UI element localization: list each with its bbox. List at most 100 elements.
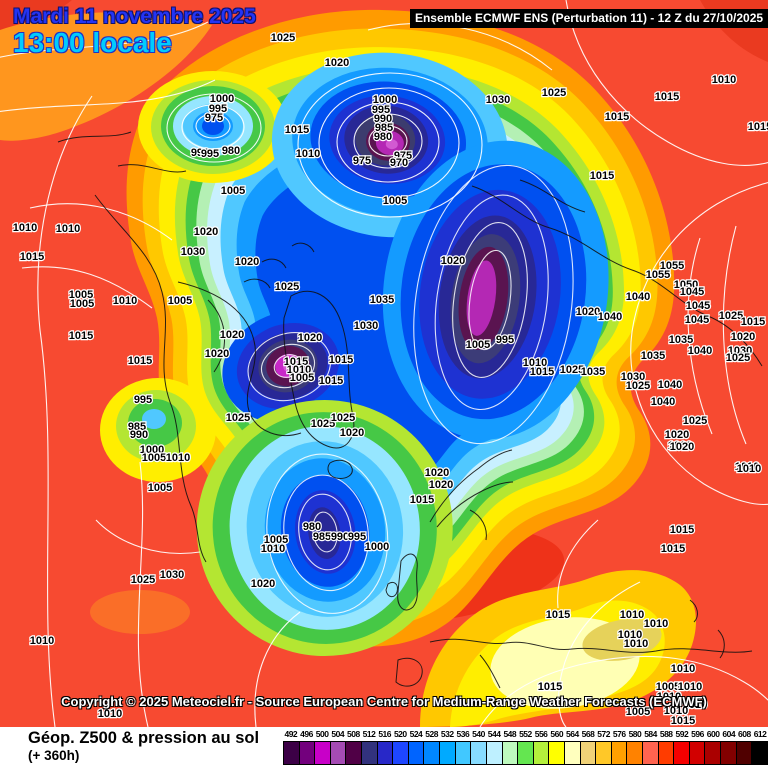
pressure-label: 1000: [365, 541, 389, 553]
pressure-label: 1015: [128, 355, 152, 367]
legend-cell: [736, 742, 753, 764]
pressure-label: 1010: [644, 618, 668, 630]
legend-cell: [721, 742, 737, 764]
pressure-label: 1005: [264, 534, 288, 546]
legend-cell: [611, 742, 628, 764]
legend-value: 600: [706, 729, 720, 739]
pressure-label: 1025: [271, 32, 295, 44]
pressure-label: 1010: [261, 543, 285, 555]
legend-value: 500: [315, 729, 329, 739]
low-alaska-side: [138, 71, 288, 183]
legend-value: 588: [659, 729, 673, 739]
pressure-label: 1040: [658, 379, 682, 391]
legend-cell: [315, 742, 331, 764]
pressure-label: 1055: [660, 260, 684, 272]
pressure-label: 1005: [290, 372, 314, 384]
legend-value: 496: [300, 729, 313, 739]
legend-value: 540: [472, 729, 485, 739]
pressure-label: 1020: [251, 578, 275, 590]
pressure-label: 1010: [56, 223, 80, 235]
legend-value: 612: [753, 729, 767, 739]
legend-cell: [658, 742, 675, 764]
pressure-label: 980: [303, 521, 321, 533]
legend-value: 516: [378, 729, 391, 739]
pressure-label: 1015: [329, 354, 353, 366]
pressure-label: 1050: [674, 279, 698, 291]
pressure-label: 1045: [680, 286, 704, 298]
pressure-label: 1015: [319, 375, 343, 387]
pressure-label: 1010: [296, 148, 320, 160]
pressure-label: 1015: [671, 715, 695, 727]
pressure-label: 1005: [70, 298, 94, 310]
pressure-label: 1020: [670, 441, 694, 453]
legend-cell: [580, 742, 597, 764]
pressure-label: 1030: [354, 320, 378, 332]
pressure-label: 1045: [685, 314, 709, 326]
legend-cell: [689, 742, 706, 764]
pressure-label: 1000: [210, 93, 234, 105]
pressure-label: 1010: [620, 609, 644, 621]
legend-cell: [596, 742, 612, 764]
cold-pocket-west: [100, 378, 216, 482]
pressure-label: 1020: [220, 329, 244, 341]
copyright-text: Copyright © 2025 Meteociel.fr - Source E…: [61, 694, 707, 709]
legend-value: 524: [409, 729, 423, 739]
legend-value: 504: [331, 729, 345, 739]
chart-title: Géop. Z500 & pression au sol: [28, 729, 260, 747]
legend-value: 592: [675, 729, 689, 739]
pressure-label: 995: [348, 531, 366, 543]
pressure-label: 1015: [69, 330, 93, 342]
legend-cell: [486, 742, 503, 764]
pressure-label: 995: [372, 104, 390, 116]
legend-value: 552: [519, 729, 532, 739]
pressure-label: 1010: [98, 708, 122, 720]
pressure-label: 1045: [686, 300, 710, 312]
pressure-label: 995: [496, 334, 514, 346]
time-text: 13:00 locale: [13, 26, 172, 58]
pressure-label: 1055: [646, 269, 670, 281]
pressure-label: 1020: [425, 467, 449, 479]
pressure-label: 1010: [678, 681, 702, 693]
pressure-label: 1010: [664, 705, 688, 717]
legend-cell: [346, 742, 363, 764]
pressure-label: 1010: [13, 222, 37, 234]
legend-cell: [299, 742, 316, 764]
pressure-label: 985: [375, 122, 393, 134]
pressure-label: 1015: [538, 681, 562, 693]
legend-cell: [533, 742, 550, 764]
legend-value: 544: [487, 729, 501, 739]
pressure-label: 1025: [726, 352, 750, 364]
pressure-label: 980: [222, 145, 240, 157]
pressure-label: 1020: [235, 256, 259, 268]
pressure-label: 975: [353, 155, 371, 167]
pressure-label: 1005: [466, 339, 490, 351]
pressure-label: 1035: [641, 350, 665, 362]
pressure-label: 970: [390, 157, 408, 169]
legend-cell: [455, 742, 472, 764]
pressure-label: 990: [331, 531, 349, 543]
pressure-label: 1005: [148, 482, 172, 494]
pressure-label: 980: [374, 131, 392, 143]
lead-time: (+ 360h): [28, 748, 80, 763]
pressure-label: 1010: [624, 638, 648, 650]
legend-cell: [705, 742, 722, 764]
pressure-label: 1030: [486, 94, 510, 106]
footer-strip: Géop. Z500 & pression au sol (+ 360h) 49…: [0, 727, 768, 768]
legend-cell: [393, 742, 409, 764]
pressure-label: 1005: [168, 295, 192, 307]
pressure-label: 1005: [383, 195, 407, 207]
pressure-label: 1025: [331, 412, 355, 424]
pressure-label: 1020: [205, 348, 229, 360]
pressure-label: 995: [134, 394, 152, 406]
pressure-label: 1010: [618, 629, 642, 641]
legend-value: 604: [722, 729, 736, 739]
pressure-label: 1025: [542, 87, 566, 99]
pressure-label: 1010: [166, 452, 190, 464]
legend-value: 568: [581, 729, 595, 739]
pressure-label: 1010: [657, 691, 681, 703]
pressure-label: 1025: [131, 574, 155, 586]
legend-value: 608: [738, 729, 751, 739]
pressure-label: 1040: [651, 396, 675, 408]
